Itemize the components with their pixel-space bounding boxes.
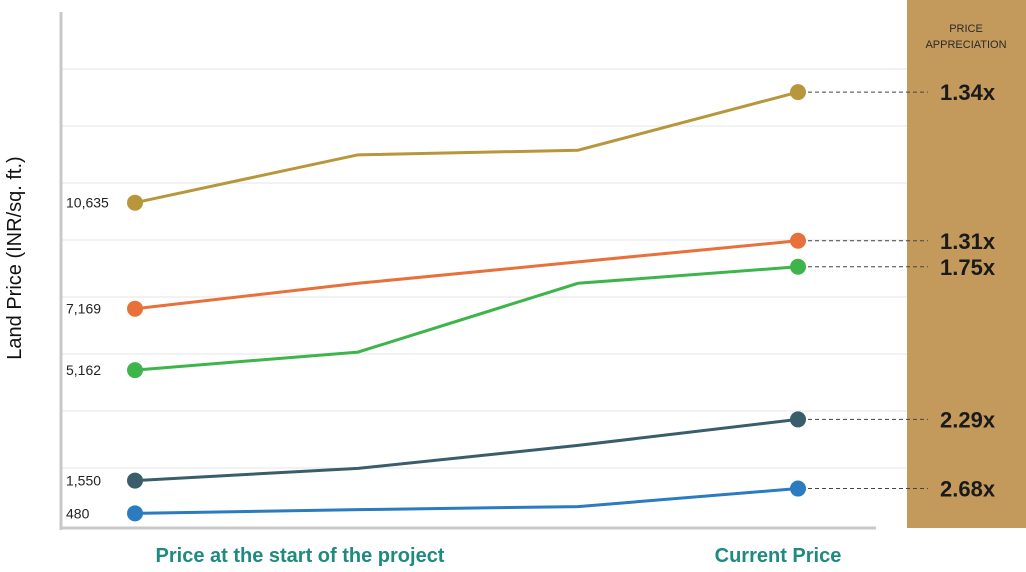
start-value-label-2: 5,162 bbox=[66, 362, 101, 378]
start-value-label-4: 480 bbox=[66, 505, 90, 521]
start-value-label-1: 7,169 bbox=[66, 301, 101, 317]
appreciation-label-0: 1.34x bbox=[940, 80, 996, 105]
x-label-end: Current Price bbox=[715, 545, 842, 567]
appreciation-label-4: 2.68x bbox=[940, 477, 996, 502]
y-axis-label: Land Price (INR/sq. ft.) bbox=[4, 156, 26, 359]
series-line-4 bbox=[134, 487, 799, 515]
panel-title-line2: APPRECIATION bbox=[925, 39, 1006, 51]
appreciation-label-3: 2.29x bbox=[940, 407, 996, 432]
series-line-3 bbox=[134, 417, 799, 483]
gridlines bbox=[62, 68, 907, 469]
start-point-4 bbox=[127, 505, 143, 522]
appreciation-panel bbox=[907, 0, 1026, 528]
start-value-label-0: 10,635 bbox=[66, 195, 109, 211]
appreciation-label-2: 1.75x bbox=[940, 255, 996, 280]
series-line-0 bbox=[134, 90, 799, 205]
panel-title-line1: PRICE bbox=[949, 23, 983, 35]
series-layer: 10,635 1.34x 7,169 1.31x 5,162 1.75x 1,550 2.29… bbox=[66, 80, 996, 522]
end-point-1 bbox=[790, 232, 806, 249]
end-point-4 bbox=[790, 480, 806, 497]
start-point-3 bbox=[127, 472, 143, 489]
start-point-0 bbox=[127, 194, 143, 211]
end-point-2 bbox=[790, 258, 806, 275]
end-point-0 bbox=[790, 84, 806, 101]
series-line-2 bbox=[134, 265, 799, 372]
series-line-1 bbox=[134, 239, 799, 311]
start-value-label-3: 1,550 bbox=[66, 473, 101, 489]
start-point-1 bbox=[127, 300, 143, 317]
appreciation-label-1: 1.31x bbox=[940, 229, 996, 254]
start-point-2 bbox=[127, 362, 143, 379]
x-label-start: Price at the start of the project bbox=[156, 545, 445, 567]
end-point-3 bbox=[790, 411, 806, 428]
